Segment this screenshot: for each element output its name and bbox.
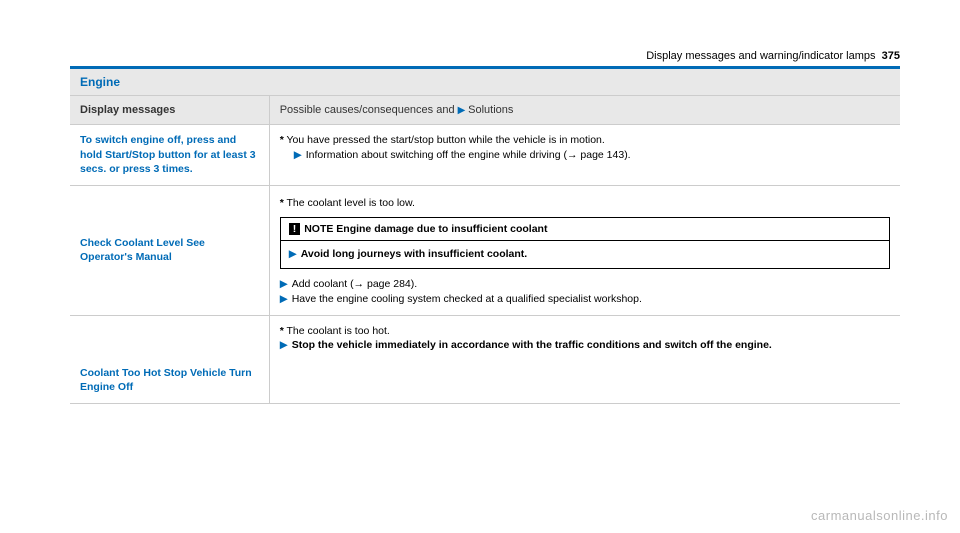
display-message: To switch engine off, press and hold Sta… — [70, 125, 269, 186]
solution-cell: * The coolant level is too low. !NOTE En… — [269, 186, 900, 315]
section-name: Display messages and warning/indicator l… — [646, 50, 875, 62]
watermark: carmanualsonline.info — [811, 508, 948, 523]
cause-text: The coolant level is too low. — [287, 197, 415, 209]
arrow-icon: ▶ — [280, 338, 292, 353]
action-text: Add coolant (→ page 284). — [292, 278, 418, 290]
arrow-icon: ▶ — [289, 247, 301, 262]
section-title: Engine — [70, 69, 900, 96]
table-row: Coolant Too Hot Stop Vehicle Turn Engine… — [70, 315, 900, 403]
note-header: !NOTE Engine damage due to insufficient … — [281, 218, 889, 242]
play-icon: ▶ — [458, 105, 468, 116]
warning-icon: ! — [289, 223, 301, 235]
cause-text: The coolant is too hot. — [287, 325, 390, 337]
solution-cell: * The coolant is too hot. ▶Stop the vehi… — [269, 315, 900, 403]
display-message: Check Coolant Level See Operator's Manua… — [70, 186, 269, 315]
col-header-messages: Display messages — [70, 96, 269, 125]
action-text: Stop the vehicle immediately in accordan… — [292, 339, 772, 351]
display-message: Coolant Too Hot Stop Vehicle Turn Engine… — [70, 315, 269, 403]
info-text: Information about switching off the engi… — [306, 149, 631, 161]
table-row: Check Coolant Level See Operator's Manua… — [70, 186, 900, 315]
manual-page: Display messages and warning/indicator l… — [0, 0, 960, 424]
note-box: !NOTE Engine damage due to insufficient … — [280, 217, 890, 269]
solution-cell: * You have pressed the start/stop button… — [269, 125, 900, 186]
messages-table: Display messages Possible causes/consequ… — [70, 96, 900, 404]
table-header-row: Display messages Possible causes/consequ… — [70, 96, 900, 125]
cause-text: You have pressed the start/stop button w… — [287, 134, 605, 146]
arrow-icon: ▶ — [280, 277, 292, 292]
arrow-icon: ▶ — [280, 292, 292, 307]
arrow-icon: ▶ — [294, 148, 306, 163]
page-header: Display messages and warning/indicator l… — [70, 50, 900, 62]
action-text: Have the engine cooling system checked a… — [292, 293, 642, 305]
col-header-solutions: Possible causes/consequences and ▶ Solut… — [269, 96, 900, 125]
note-body: ▶Avoid long journeys with insufficient c… — [281, 241, 889, 268]
page-number: 375 — [882, 50, 900, 62]
table-row: To switch engine off, press and hold Sta… — [70, 125, 900, 186]
